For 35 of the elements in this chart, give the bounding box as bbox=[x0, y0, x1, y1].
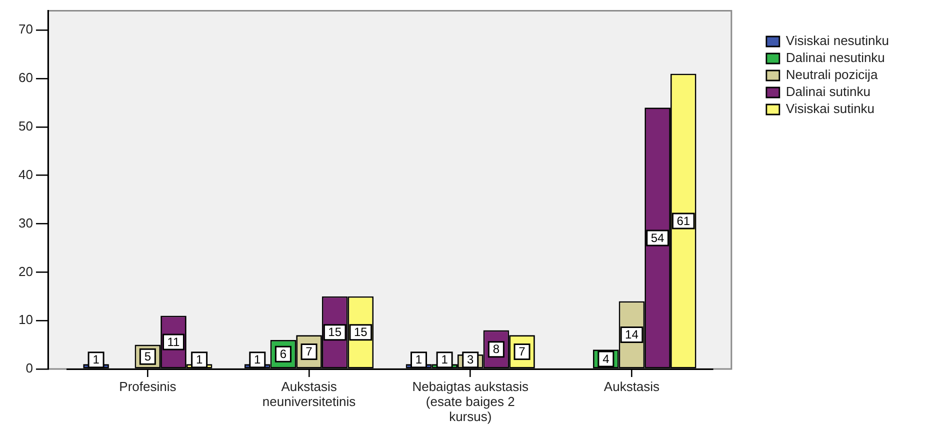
x-tick-label: Aukstasis neuniversitetinis bbox=[262, 379, 356, 410]
data-label: 1 bbox=[415, 352, 422, 367]
data-label: 11 bbox=[167, 334, 180, 349]
data-label: 1 bbox=[196, 352, 203, 367]
x-tick-label: Nebaigtas aukstasis (esate baiges 2 kursus) bbox=[412, 379, 530, 424]
data-label: 1 bbox=[92, 352, 100, 367]
data-label: 15 bbox=[354, 325, 368, 340]
y-tick-label: 20 bbox=[18, 264, 33, 279]
legend-label: Dalinai sutinku bbox=[786, 84, 870, 100]
y-tick-label: 10 bbox=[18, 312, 33, 328]
data-label: 1 bbox=[441, 352, 448, 367]
data-label: 3 bbox=[467, 352, 474, 367]
x-tick-label: Profesinis bbox=[119, 379, 177, 394]
data-label: 8 bbox=[492, 342, 500, 356]
data-label: 4 bbox=[602, 352, 610, 366]
data-label: 7 bbox=[306, 344, 313, 359]
x-tick-label: Aukstasis bbox=[604, 379, 660, 394]
data-label: 5 bbox=[144, 349, 152, 364]
data-label: 15 bbox=[328, 325, 342, 340]
y-tick-label: 60 bbox=[18, 70, 33, 86]
y-tick-label: 40 bbox=[18, 166, 33, 182]
data-label: 61 bbox=[676, 214, 690, 228]
data-label: 14 bbox=[625, 328, 639, 342]
data-label: 54 bbox=[650, 230, 665, 245]
legend-label: Visiskai sutinku bbox=[786, 101, 875, 116]
y-tick-label: 30 bbox=[18, 215, 33, 230]
y-tick-label: 50 bbox=[18, 118, 33, 134]
data-label: 7 bbox=[518, 344, 526, 359]
data-label: 1 bbox=[254, 352, 262, 367]
legend-label: Dalinai nesutinku bbox=[786, 50, 885, 66]
y-tick-label: 70 bbox=[18, 22, 33, 37]
y-tick-label: 0 bbox=[26, 360, 33, 376]
legend-label: Visiskai nesutinku bbox=[786, 33, 889, 48]
data-label: 6 bbox=[280, 346, 287, 361]
legend-label: Neutrali pozicija bbox=[786, 67, 878, 82]
